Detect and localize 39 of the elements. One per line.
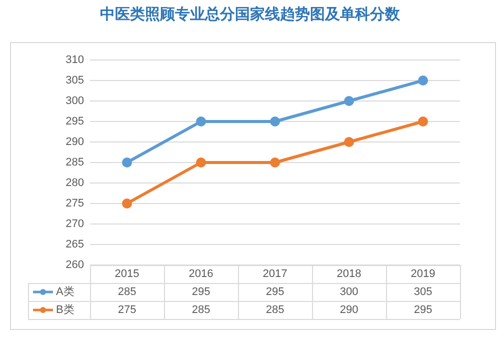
data-label: 275 [118, 304, 136, 316]
y-tick-label: 270 [66, 218, 84, 230]
point [122, 198, 132, 208]
data-label: 285 [118, 286, 136, 298]
point [122, 158, 132, 168]
y-tick-label: 305 [66, 74, 84, 87]
chart-title: 中医类照顾专业总分国家线趋势图及单科分数 [100, 5, 401, 24]
data-label: 285 [192, 304, 210, 316]
point [196, 116, 206, 126]
data-label: 285 [266, 304, 284, 316]
point [344, 137, 354, 147]
y-tick-label: 295 [66, 116, 84, 128]
y-tick-label: 280 [66, 177, 84, 190]
data-label: 295 [192, 286, 210, 298]
data-label: 305 [414, 286, 432, 298]
data-label: 295 [414, 304, 432, 316]
point [270, 158, 280, 168]
point [418, 76, 428, 86]
x-tick-label: 2016 [188, 268, 214, 280]
x-tick-label: 2019 [410, 268, 436, 280]
x-tick-label: 2018 [336, 268, 362, 280]
y-tick-label: 290 [66, 136, 84, 148]
y-tick-label: 285 [66, 156, 84, 169]
point [196, 158, 206, 168]
point [344, 96, 354, 106]
point [418, 116, 428, 126]
point [270, 116, 280, 126]
data-label: 290 [340, 304, 358, 316]
y-tick-label: 265 [66, 238, 84, 251]
legend-label: B类 [56, 303, 74, 316]
data-label: 295 [266, 286, 284, 298]
data-label: 300 [340, 286, 358, 298]
x-tick-label: 2015 [114, 268, 140, 280]
y-tick-label: 275 [66, 198, 84, 210]
legend-label: A类 [56, 285, 74, 298]
y-tick-label: 260 [66, 259, 84, 272]
x-tick-label: 2017 [262, 268, 288, 280]
y-tick-label: 310 [66, 54, 84, 66]
y-tick-label: 300 [66, 95, 84, 108]
